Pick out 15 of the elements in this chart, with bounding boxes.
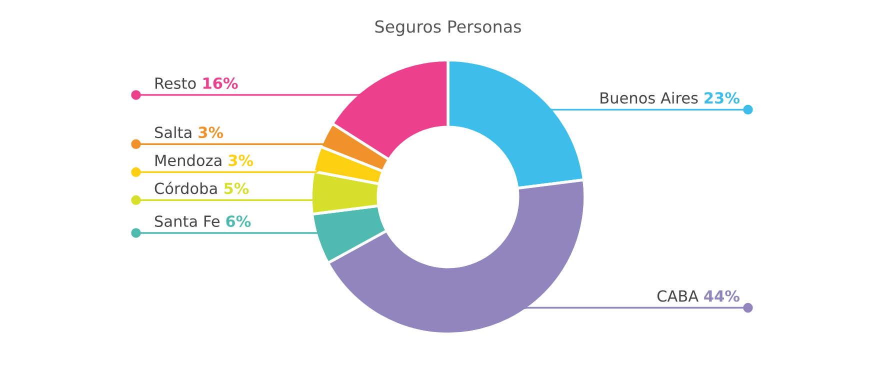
slice-label: Resto bbox=[156, 78, 196, 89]
data-label: 44% bbox=[704, 290, 740, 302]
slice-label: Salta bbox=[155, 126, 192, 138]
data-label: 23% bbox=[704, 92, 740, 104]
slice-label: Santa Fe bbox=[155, 215, 220, 228]
slice-label: Mendoza bbox=[156, 154, 222, 166]
data-label: 6% bbox=[226, 215, 251, 228]
chart-title: Seguros Personas bbox=[375, 20, 521, 36]
slice-label: Buenos Aires bbox=[600, 92, 698, 104]
data-label: 3% bbox=[228, 154, 254, 166]
data-label: 16% bbox=[203, 77, 238, 89]
slice-label: CABA bbox=[657, 290, 699, 302]
data-label: 5% bbox=[224, 182, 249, 194]
slice-label: Córdoba bbox=[154, 182, 217, 194]
data-label: 3% bbox=[198, 126, 224, 138]
